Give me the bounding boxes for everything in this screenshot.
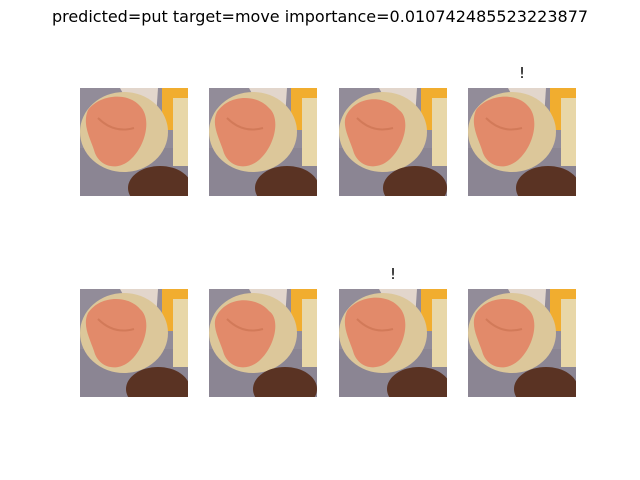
video-frame-6 bbox=[209, 289, 317, 397]
importance-mark-7: ! bbox=[389, 265, 396, 283]
figure-title: predicted=put target=move importance=0.0… bbox=[51, 7, 589, 26]
video-frame-4 bbox=[468, 88, 576, 196]
importance-mark-4: ! bbox=[518, 64, 525, 82]
video-frame-3 bbox=[339, 88, 447, 196]
video-frame-7 bbox=[339, 289, 447, 397]
video-frame-8 bbox=[468, 289, 576, 397]
video-frame-1 bbox=[80, 88, 188, 196]
video-frame-5 bbox=[80, 289, 188, 397]
video-frame-2 bbox=[209, 88, 317, 196]
